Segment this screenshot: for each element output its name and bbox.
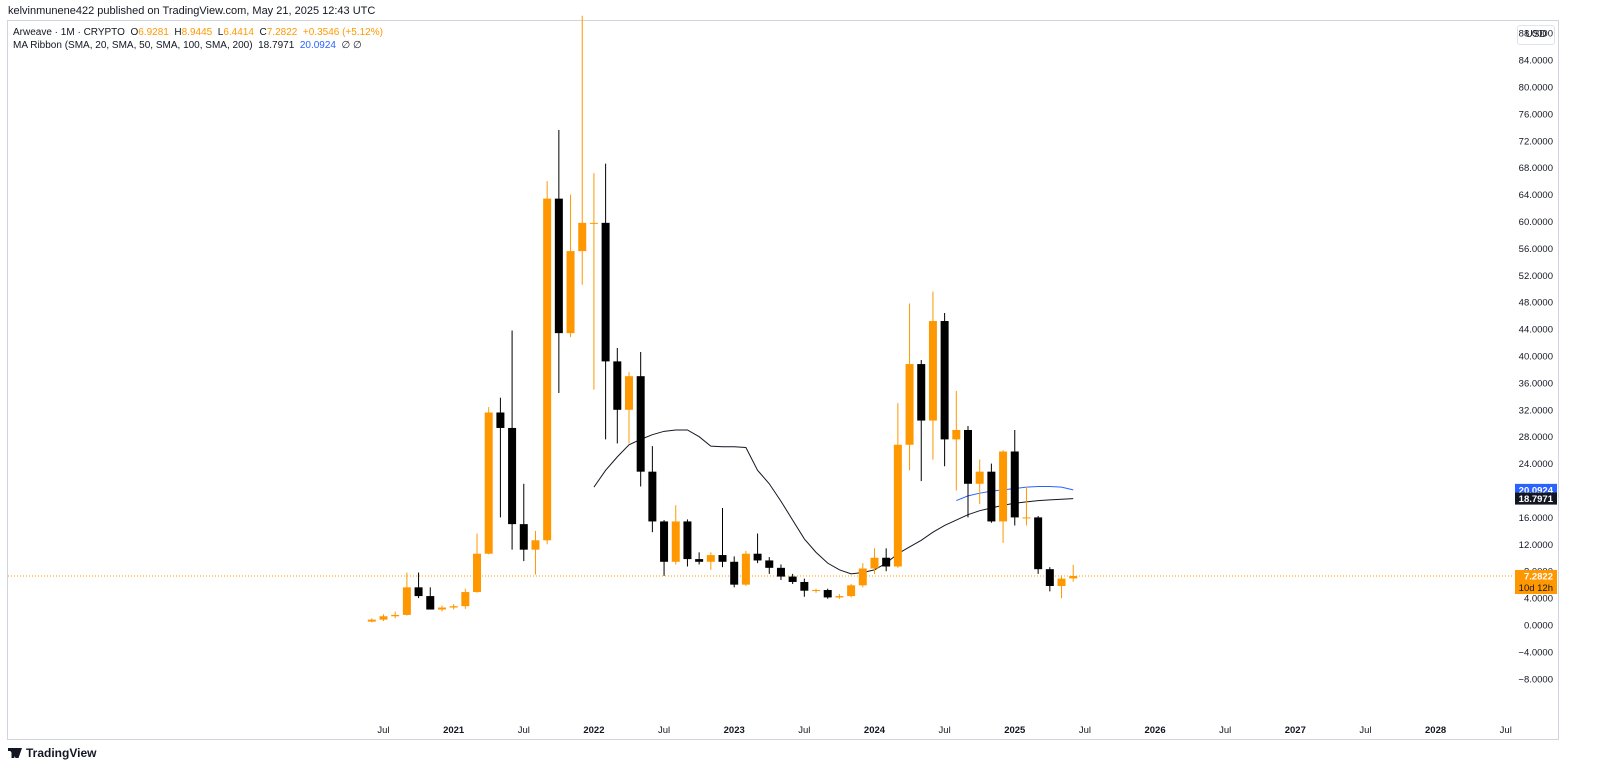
ma50-legend-value: 20.0924 <box>299 40 336 51</box>
ma20-legend-value: 18.7971 <box>258 40 295 51</box>
close-label: C <box>259 27 267 38</box>
open-value: 6.9281 <box>138 27 169 38</box>
open-label: O <box>130 27 139 38</box>
low-label: L <box>217 27 224 38</box>
indicator-legend-row: MA Ribbon (SMA, 20, SMA, 50, SMA, 100, S… <box>13 39 383 52</box>
high-label: H <box>174 27 182 38</box>
indicator-title[interactable]: MA Ribbon (SMA, 20, SMA, 50, SMA, 100, S… <box>13 40 253 51</box>
tradingview-logo-icon <box>8 748 22 758</box>
ohlc-legend-row: Arweave · 1M · CRYPTO O6.9281 H8.9445 L6… <box>13 26 383 39</box>
publisher-credit: kelvinmunene422 published on TradingView… <box>8 5 376 17</box>
tradingview-logo-text: TradingView <box>26 746 97 760</box>
change-value: +0.3546 (+5.12%) <box>302 27 383 38</box>
chart-frame <box>7 20 1559 740</box>
chart-legend: Arweave · 1M · CRYPTO O6.9281 H8.9445 L6… <box>13 26 383 52</box>
currency-button[interactable]: USD <box>1517 25 1555 45</box>
empty-ma-values: ∅ ∅ <box>341 40 362 51</box>
close-value: 7.2822 <box>266 27 298 38</box>
tradingview-logo[interactable]: TradingView <box>8 746 96 760</box>
symbol-title[interactable]: Arweave · 1M · CRYPTO <box>13 27 125 38</box>
high-value: 8.9445 <box>181 27 213 38</box>
low-value: 6.4414 <box>223 27 254 38</box>
